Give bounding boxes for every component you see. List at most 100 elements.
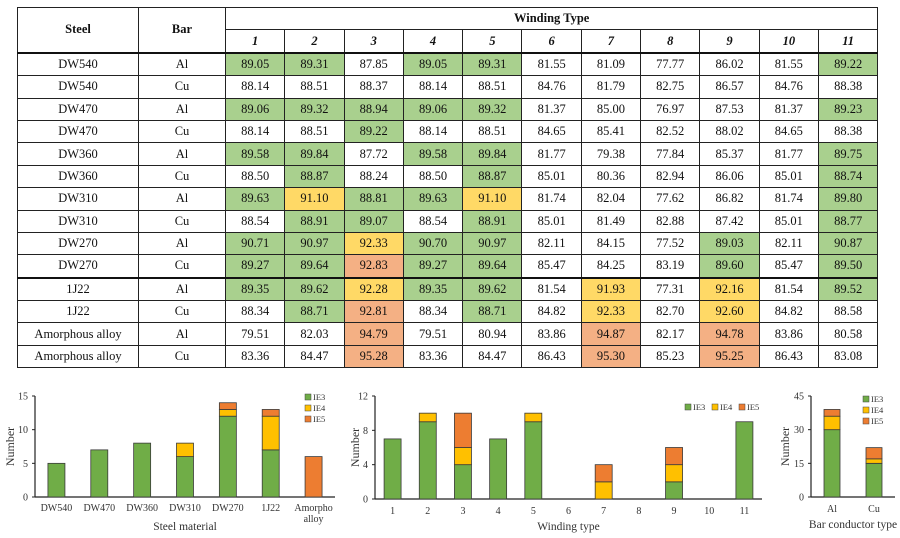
efficiency-cell: 81.09 (580, 51, 642, 77)
y-axis-label: Number (778, 427, 792, 466)
bar-ie5 (218, 402, 237, 410)
efficiency-cell: 85.47 (758, 254, 819, 279)
x-tick-label: DW270 (212, 503, 244, 514)
efficiency-cell: 84.15 (580, 231, 642, 256)
efficiency-cell: 88.51 (462, 75, 523, 99)
efficiency-cell: 79.38 (580, 142, 642, 166)
header-winding-7: 7 (580, 29, 642, 54)
x-tick-label: 1 (390, 506, 395, 517)
efficiency-cell: 86.43 (521, 344, 582, 369)
efficiency-cell: 89.63 (224, 187, 286, 211)
efficiency-cell: 85.01 (521, 164, 582, 189)
efficiency-cell: 92.83 (343, 254, 404, 279)
bar-ie5 (261, 409, 280, 417)
efficiency-cell: 88.54 (402, 209, 464, 233)
y-tick-label: 45 (794, 392, 804, 403)
steel-cell: Amorphous alloy (17, 322, 139, 346)
efficiency-cell: 84.82 (758, 300, 819, 324)
efficiency-cell: 92.33 (580, 300, 642, 324)
efficiency-cell: 92.33 (343, 231, 404, 256)
steel-material-chart-svg: 0 5 10 15 Number Steel material DW540 DW470 DW36… (3, 392, 335, 533)
efficiency-cell: 81.77 (521, 142, 582, 166)
efficiency-cell: 89.05 (224, 51, 286, 77)
bar-ie5 (865, 447, 883, 460)
bar-cell: Cu (138, 75, 226, 99)
efficiency-cell: 85.00 (580, 97, 642, 121)
efficiency-cell: 88.58 (817, 300, 879, 324)
efficiency-cell: 88.14 (224, 119, 286, 144)
efficiency-cell: 89.60 (699, 254, 760, 279)
efficiency-cell: 84.76 (521, 75, 582, 99)
efficiency-cell: 81.79 (580, 75, 642, 99)
header-winding-3: 3 (343, 29, 404, 54)
legend-label-ie4: IE4 (313, 403, 326, 413)
table-row: DW470 Cu 88.14 88.51 89.22 88.14 88.51 84.65 85.… (17, 119, 879, 144)
efficiency-cell: 89.58 (402, 142, 464, 166)
efficiency-cell: 87.85 (343, 51, 404, 77)
efficiency-cell: 95.28 (343, 344, 404, 369)
bar-cell: Al (138, 51, 226, 77)
efficiency-cell: 89.32 (462, 97, 523, 121)
steel-cell: 1J22 (17, 276, 139, 302)
efficiency-cell: 81.55 (758, 51, 819, 77)
efficiency-cell: 95.30 (580, 344, 642, 369)
efficiency-cell: 94.79 (343, 322, 404, 346)
efficiency-cell: 89.22 (817, 51, 879, 77)
bar-ie5 (665, 447, 683, 466)
y-axis-label: Number (348, 428, 362, 467)
table-row: DW310 Al 89.63 91.10 88.81 89.63 91.10 81.74 82.… (17, 187, 879, 211)
steel-cell: DW540 (17, 51, 139, 77)
efficiency-cell: 84.76 (758, 75, 819, 99)
efficiency-cell: 77.77 (640, 51, 701, 77)
bar-cell: Cu (138, 300, 226, 324)
efficiency-cell: 89.23 (817, 97, 879, 121)
legend-swatch-ie4 (304, 404, 312, 412)
table-row: DW270 Al 90.71 90.97 92.33 90.70 90.97 82.11 84.… (17, 231, 879, 256)
efficiency-cell: 77.31 (640, 276, 701, 302)
efficiency-cell: 86.43 (758, 344, 819, 369)
table-row: DW540 Cu 88.14 88.51 88.37 88.14 88.51 84.76 81.… (17, 75, 879, 99)
x-axis-label: Bar conductor type (809, 519, 897, 531)
legend-label-ie5: IE5 (747, 402, 759, 412)
bar-cell: Cu (138, 209, 226, 233)
efficiency-cell: 94.78 (699, 322, 760, 346)
bar-ie5 (594, 464, 613, 483)
efficiency-cell: 85.41 (580, 119, 642, 144)
bar-cell: Cu (138, 344, 226, 369)
efficiency-cell: 86.06 (699, 164, 760, 189)
efficiency-cell: 88.87 (284, 164, 345, 189)
efficiency-cell: 89.05 (402, 51, 464, 77)
legend-swatch-ie3 (684, 403, 692, 411)
bar-ie4 (454, 447, 472, 466)
bar-ie4 (176, 442, 194, 458)
header-winding-1: 1 (224, 29, 286, 54)
y-tick-label: 30 (794, 425, 804, 436)
efficiency-cell: 89.62 (462, 276, 523, 302)
efficiency-cell: 83.86 (521, 322, 582, 346)
efficiency-cell: 90.97 (462, 231, 523, 256)
efficiency-cell: 83.36 (402, 344, 464, 369)
efficiency-cell: 82.94 (640, 164, 701, 189)
efficiency-cell: 89.35 (224, 276, 286, 302)
x-tick-label: 9 (672, 506, 677, 517)
efficiency-cell: 88.71 (462, 300, 523, 324)
efficiency-cell: 89.32 (284, 97, 345, 121)
efficiency-cell: 90.87 (817, 231, 879, 256)
legend-swatch-ie5 (862, 417, 870, 425)
bar-ie3 (418, 421, 437, 500)
efficiency-cell: 83.36 (224, 344, 286, 369)
legend-label-ie3: IE3 (871, 394, 883, 404)
efficiency-cell: 86.02 (699, 51, 760, 77)
efficiency-cell: 88.51 (284, 75, 345, 99)
header-winding-2: 2 (284, 29, 345, 54)
legend-label-ie3: IE3 (693, 402, 705, 412)
efficiency-cell: 81.54 (521, 276, 582, 302)
efficiency-cell: 88.38 (817, 75, 879, 99)
efficiency-cell: 82.70 (640, 300, 701, 324)
efficiency-cell: 85.47 (521, 254, 582, 279)
table-row: DW540 Al 89.05 89.31 87.85 89.05 89.31 81.55 81.… (17, 51, 879, 77)
efficiency-cell: 84.47 (284, 344, 345, 369)
y-tick-label: 0 (23, 493, 28, 504)
bar-ie3 (823, 429, 841, 498)
